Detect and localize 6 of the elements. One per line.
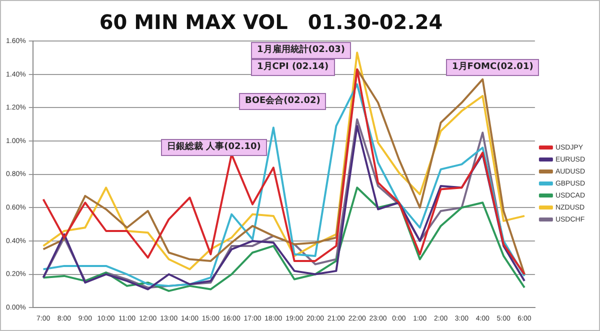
annotation: 1月雇用統計(02.03)	[251, 42, 351, 59]
annotation: 1月CPI (02.14)	[251, 59, 335, 76]
annotation: 1月FOMC(02.01)	[446, 59, 540, 76]
annotation: BOE会合(02.02)	[239, 93, 326, 110]
chart-title: 60 MIN MAX VOL 01.30-02.24	[98, 9, 444, 36]
annotation: 日銀総裁 人事(02.10)	[161, 139, 267, 156]
